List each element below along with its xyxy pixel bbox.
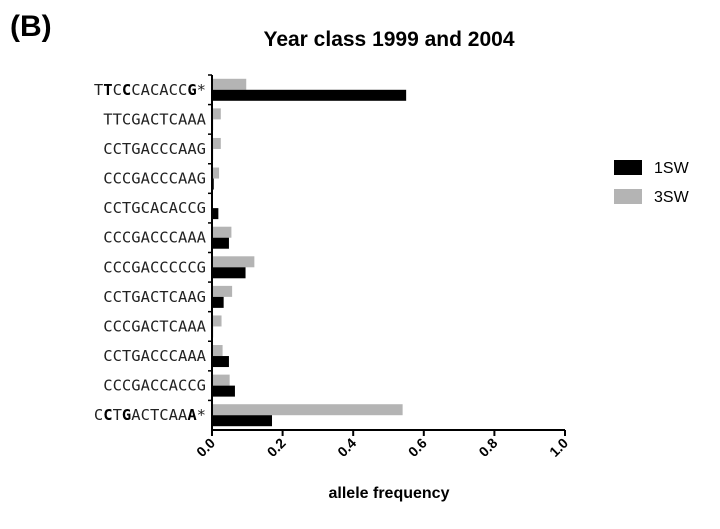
panel-label: (B) (10, 10, 52, 43)
legend-swatch-1sw (614, 160, 642, 175)
category-label-3: CCCGACCCAAG (103, 170, 206, 188)
bar-3sw-6 (212, 256, 255, 268)
category-label-10: CCCGACCACCG (103, 377, 206, 395)
bar-3sw-7 (212, 285, 233, 297)
x-tick-label-1: 0.2 (264, 435, 289, 460)
bar-1sw-11 (212, 415, 273, 427)
bar-1sw-9 (212, 356, 229, 368)
bar-1sw-0 (212, 89, 407, 101)
x-tick-label-5: 1.0 (546, 435, 571, 460)
legend-label-1sw: 1SW (654, 160, 690, 177)
bar-3sw-9 (212, 345, 223, 357)
bars-layer (212, 78, 407, 427)
bar-1sw-7 (212, 296, 224, 308)
category-label-0: TTCCCACACCG* (94, 81, 206, 99)
bar-3sw-8 (212, 315, 222, 327)
bar-3sw-10 (212, 374, 230, 386)
bar-3sw-2 (212, 137, 221, 149)
category-labels: TTCCCACACCG* TTCGACTCAAA CCTGACCCAAG CCCGAC… (94, 81, 207, 424)
category-label-1: TTCGACTCAAA (103, 110, 206, 128)
category-label-11: CCTGACTCAAA* (94, 406, 206, 424)
bar-1sw-10 (212, 385, 235, 397)
bar-3sw-5 (212, 226, 232, 238)
bar-3sw-3 (212, 167, 220, 179)
bar-3sw-0 (212, 78, 247, 90)
category-label-8: CCCGACTCAAA (103, 317, 206, 335)
bar-1sw-5 (212, 237, 229, 249)
legend: 1SW 3SW (614, 160, 690, 206)
x-tick-label-2: 0.4 (334, 435, 359, 460)
category-label-5: CCCGACCCAAA (103, 229, 206, 247)
category-label-9: CCTGACCCAAA (103, 347, 206, 365)
bar-3sw-1 (212, 108, 221, 120)
chart-title: Year class 1999 and 2004 (263, 28, 515, 51)
x-tick-label-0: 0.0 (193, 435, 218, 460)
category-label-6: CCCGACCCCCG (103, 258, 206, 276)
category-label-7: CCTGACTCAAG (103, 288, 206, 306)
x-tick-label-4: 0.8 (475, 435, 500, 460)
category-label-2: CCTGACCCAAG (103, 140, 206, 158)
bar-1sw-4 (212, 208, 219, 220)
x-axis-title: allele frequency (329, 485, 450, 502)
legend-label-3sw: 3SW (654, 189, 690, 206)
x-tick-label-3: 0.6 (405, 435, 430, 460)
axes: 0.0 0.2 0.4 0.6 0.8 1.0 (193, 74, 571, 460)
category-label-4: CCTGCACACCG (103, 199, 206, 217)
bar-1sw-6 (212, 267, 246, 279)
bar-3sw-11 (212, 404, 403, 416)
legend-swatch-3sw (614, 189, 642, 204)
